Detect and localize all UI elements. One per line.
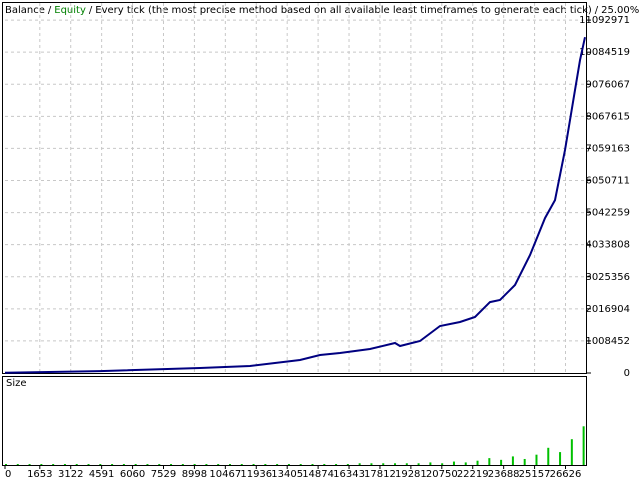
header-item: Balance [5,5,45,16]
size-bar [63,464,66,465]
size-panel-frame [2,376,587,466]
size-bar [394,463,397,465]
size-bar [559,452,562,465]
x-tick-label: 20750 [426,469,458,480]
size-bar [217,464,220,465]
y-tick-label: 1008452 [585,336,630,347]
chart-header: Balance / Equity / Every tick (the most prec… [5,5,639,16]
size-bar [311,464,314,465]
x-tick-label: 1653 [27,469,52,480]
size-bar [335,464,338,465]
size-bar [158,464,161,465]
y-tick-label: 3025356 [585,272,630,283]
size-bar [429,462,432,465]
balance-line [4,36,586,374]
y-tick-label: 4033808 [585,240,630,251]
size-bar [323,464,326,465]
main-plot-frame [2,2,587,374]
x-tick-label: 26626 [550,469,582,480]
x-tick-label: 7529 [151,469,176,480]
size-bar [276,464,279,465]
x-tick-label: 6060 [120,469,145,480]
x-tick-label: 23688 [488,469,520,480]
size-bar [500,459,503,465]
y-tick-label: 0 [624,368,630,379]
size-bar [111,464,114,465]
size-bar [252,464,255,465]
y-tick-label: 10084519 [579,47,630,58]
size-bar [99,464,102,465]
size-bar [228,464,231,465]
size-bar [16,464,19,465]
y-tick-label: 5042259 [585,208,630,219]
y-tick-label: 8067615 [585,111,630,122]
size-bar [535,454,538,465]
x-tick-label: 17812 [364,469,396,480]
y-tick-label: 11092971 [579,15,630,26]
size-bar [370,463,373,465]
y-tick-label: 7059163 [585,143,630,154]
header-item: Equity [54,5,86,16]
size-bar [441,463,444,465]
x-tick-label: 25157 [519,469,551,480]
size-bar [382,463,385,465]
size-bar [417,463,420,465]
size-bar [5,464,7,465]
size-bar [570,439,573,465]
x-tick-label: 0 [5,469,11,480]
size-bar [488,458,491,465]
header-separator: / [48,5,52,16]
size-panel-label: Size [6,378,27,389]
x-tick-label: 19281 [395,469,427,480]
size-bar [582,426,585,465]
size-bar [122,464,125,465]
size-bar [52,464,55,465]
x-tick-label: 13405 [271,469,303,480]
size-bar [264,464,267,465]
size-bar [75,464,78,465]
size-bar [28,464,31,465]
size-bar [205,464,208,465]
x-tick-label: 4591 [89,469,114,480]
y-tick-label: 6050711 [585,176,630,187]
size-bar [346,464,349,465]
size-bar [358,463,361,465]
x-tick-label: 11936 [240,469,272,480]
size-bar [547,447,550,465]
size-bar [146,464,149,465]
size-bar [511,456,514,465]
size-bar [40,464,43,465]
size-bar [134,464,137,465]
x-tick-label: 22219 [457,469,489,480]
size-bar [405,463,408,465]
size-bar [87,464,90,465]
y-tick-label: 9076067 [585,79,630,90]
header-separator: / [595,5,599,16]
x-tick-label: 10467 [209,469,241,480]
x-tick-label: 3122 [58,469,83,480]
size-bar [287,464,290,465]
size-bar [193,464,196,465]
size-bar [464,462,467,465]
header-item: Every tick (the most precise method base… [95,5,592,16]
size-bar [299,464,302,465]
y-tick-label: 2016904 [585,304,630,315]
size-bar [181,464,184,465]
size-bar [523,458,526,465]
size-bar [170,464,173,465]
x-tick-label: 14874 [302,469,334,480]
header-item: 25.00% [601,5,639,16]
header-separator: / [89,5,93,16]
size-bar [476,460,479,465]
size-bar [452,461,455,465]
x-tick-label: 8998 [182,469,207,480]
x-tick-label: 16343 [333,469,365,480]
size-bar [240,464,243,465]
